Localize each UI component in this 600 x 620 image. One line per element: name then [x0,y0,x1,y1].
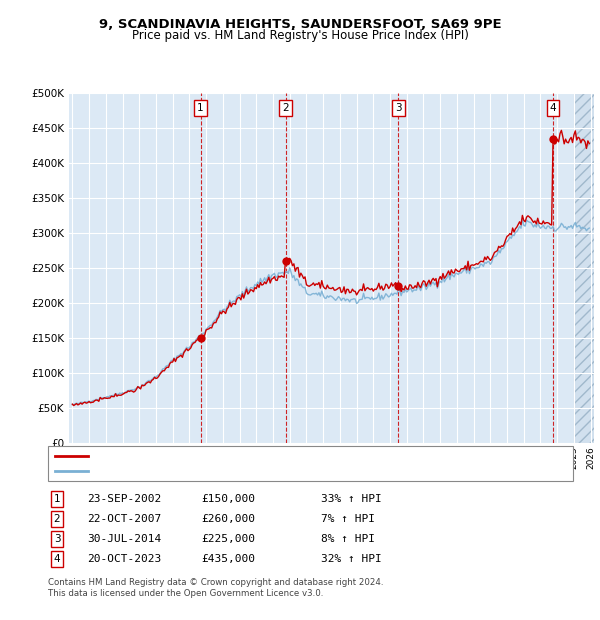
Text: 8% ↑ HPI: 8% ↑ HPI [321,534,375,544]
Text: 22-OCT-2007: 22-OCT-2007 [87,514,161,524]
Text: 30-JUL-2014: 30-JUL-2014 [87,534,161,544]
Text: Contains HM Land Registry data © Crown copyright and database right 2024.: Contains HM Land Registry data © Crown c… [48,578,383,587]
Text: This data is licensed under the Open Government Licence v3.0.: This data is licensed under the Open Gov… [48,590,323,598]
Text: 3: 3 [53,534,61,544]
Text: 33% ↑ HPI: 33% ↑ HPI [321,494,382,504]
Text: £260,000: £260,000 [201,514,255,524]
Text: 4: 4 [550,104,556,113]
Text: 1: 1 [197,104,204,113]
Text: Price paid vs. HM Land Registry's House Price Index (HPI): Price paid vs. HM Land Registry's House … [131,30,469,42]
Bar [574,93,599,443]
Text: 9, SCANDINAVIA HEIGHTS, SAUNDERSFOOT, SA69 9PE: 9, SCANDINAVIA HEIGHTS, SAUNDERSFOOT, SA… [98,19,502,31]
Text: 1: 1 [53,494,61,504]
Text: 7% ↑ HPI: 7% ↑ HPI [321,514,375,524]
Text: 2: 2 [282,104,289,113]
Text: £150,000: £150,000 [201,494,255,504]
Text: HPI: Average price, detached house, Pembrokeshire: HPI: Average price, detached house, Pemb… [95,466,365,476]
Text: 20-OCT-2023: 20-OCT-2023 [87,554,161,564]
Text: 32% ↑ HPI: 32% ↑ HPI [321,554,382,564]
Text: £435,000: £435,000 [201,554,255,564]
Text: 9, SCANDINAVIA HEIGHTS, SAUNDERSFOOT, SA69 9PE (detached house): 9, SCANDINAVIA HEIGHTS, SAUNDERSFOOT, SA… [95,451,473,461]
Text: 23-SEP-2002: 23-SEP-2002 [87,494,161,504]
Text: 3: 3 [395,104,401,113]
Bar [574,93,599,443]
Text: 2: 2 [53,514,61,524]
Text: 4: 4 [53,554,61,564]
Text: £225,000: £225,000 [201,534,255,544]
